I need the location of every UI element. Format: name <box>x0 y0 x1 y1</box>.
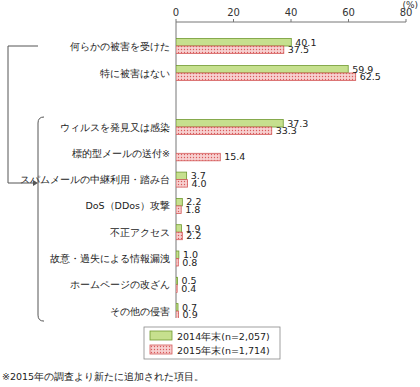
bracket-brace <box>38 117 44 321</box>
bar <box>176 39 291 47</box>
category-label: 故意・過失による情報漏洩 <box>50 253 170 264</box>
data-label: 33.3 <box>276 125 297 136</box>
category-label: 特に被害はない <box>100 68 170 79</box>
category-label: 何らかの被害を受けた <box>70 41 170 52</box>
bar <box>176 127 272 135</box>
bar <box>176 172 187 180</box>
x-tick-label: 0 <box>173 7 179 18</box>
bar <box>176 225 181 233</box>
x-tick-label: 40 <box>285 7 298 18</box>
bracket <box>8 46 44 321</box>
legend: 2014年末(n=2,057) 2015年末(n=1,714) <box>144 327 280 359</box>
data-label: 0.8 <box>182 257 197 268</box>
legend-swatch <box>150 345 172 354</box>
bracket-line <box>8 46 38 183</box>
category-label: DoS（DDos）攻撃 <box>85 200 170 211</box>
chart: 020406080(%)何らかの被害を受けた特に被害はないウィルスを発見又は感染… <box>0 0 420 387</box>
category-label: スパムメールの中継利用・踏み台 <box>20 174 170 185</box>
bar <box>176 251 179 259</box>
bar <box>176 46 284 54</box>
legend-swatch <box>150 331 172 340</box>
x-tick-label: 20 <box>227 7 240 18</box>
bar <box>176 259 178 267</box>
data-label: 62.5 <box>360 71 381 82</box>
bar <box>176 73 356 81</box>
data-label: 0.4 <box>181 283 196 294</box>
data-label: 15.4 <box>224 151 245 162</box>
data-label: 37.5 <box>288 44 309 55</box>
x-tick <box>406 19 407 22</box>
x-tick <box>233 19 234 22</box>
bar <box>176 277 177 285</box>
category-label: ホームページの改ざん <box>70 279 170 290</box>
data-label: 0.9 <box>183 309 198 320</box>
bar <box>176 285 177 293</box>
legend-label: 2014年末(n=2,057) <box>177 331 270 342</box>
bar <box>176 198 182 206</box>
data-labels: 40.159.937.33.72.21.91.00.50.737.562.533… <box>181 37 381 321</box>
bracket-arrow <box>33 180 38 186</box>
x-tick <box>348 19 349 22</box>
category-label: その他の侵害 <box>110 306 170 317</box>
x-axis-label: (%) <box>402 0 418 10</box>
bar <box>176 311 179 318</box>
category-label: 不正アクセス <box>110 227 170 238</box>
legend-frame <box>144 327 280 359</box>
bar <box>176 66 348 74</box>
x-tick-label: 60 <box>342 7 355 18</box>
x-tick <box>291 19 292 22</box>
footnote: ※2015年の調査より新たに追加された項目。 <box>2 371 204 382</box>
category-label: 標的型メールの送付※ <box>72 148 170 159</box>
x-tick <box>176 19 177 22</box>
legend-label: 2015年末(n=1,714) <box>177 345 270 356</box>
data-label: 1.8 <box>185 204 200 215</box>
bar <box>176 153 220 161</box>
bar <box>176 232 182 240</box>
bar <box>176 206 181 214</box>
bar <box>176 180 188 188</box>
bars <box>176 39 356 319</box>
bar <box>176 120 283 128</box>
data-label: 4.0 <box>192 178 207 189</box>
category-label: ウィルスを発見又は感染 <box>60 122 170 133</box>
bar <box>176 304 178 312</box>
data-label: 2.2 <box>186 230 201 241</box>
